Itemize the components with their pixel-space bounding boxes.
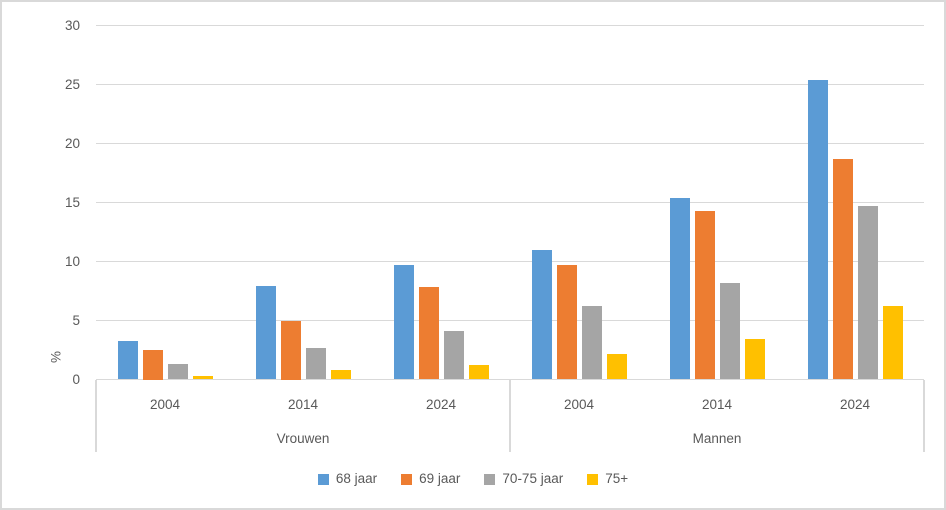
bar-68-jaar-vrouwen-2024 (393, 265, 414, 380)
bar-70-75-jaar-mannen-2004 (581, 306, 602, 380)
bar-69-jaar-mannen-2024 (832, 158, 853, 380)
x-tick-label: 2004 (149, 397, 181, 412)
y-tick-label: 20 (64, 135, 80, 151)
y-tick-label: 30 (64, 17, 80, 33)
group-label-vrouwen: Vrouwen (276, 431, 330, 446)
y-axis-label: % (48, 350, 64, 364)
bar-69-jaar-vrouwen-2014 (280, 320, 301, 380)
bar-69-jaar-vrouwen-2004 (142, 350, 163, 380)
gridline (96, 142, 924, 145)
y-tick-label: 10 (64, 253, 80, 269)
bar-75-vrouwen-2004 (192, 375, 213, 380)
bar-68-jaar-vrouwen-2014 (255, 286, 276, 380)
bar-75-vrouwen-2014 (330, 370, 351, 380)
x-tick-label: 2004 (563, 397, 595, 412)
bar-68-jaar-mannen-2004 (531, 249, 552, 380)
legend-item-70-75-jaar: 70-75 jaar (484, 471, 563, 487)
legend-item-69-jaar: 69 jaar (401, 471, 460, 487)
legend-item-75: 75+ (587, 471, 628, 487)
bar-75-mannen-2004 (606, 353, 627, 380)
x-tick-label: 2024 (425, 397, 457, 412)
legend: 68 jaar 69 jaar 70-75 jaar 75+ (2, 471, 944, 487)
y-tick-label: 5 (72, 312, 80, 328)
bar-70-75-jaar-mannen-2014 (719, 282, 740, 380)
category-divider (95, 380, 97, 452)
bar-69-jaar-vrouwen-2024 (418, 287, 439, 380)
x-tick-label: 2014 (287, 397, 319, 412)
y-tick-label: 0 (72, 371, 80, 387)
y-tick-label: 25 (64, 76, 80, 92)
legend-swatch-69-jaar (401, 473, 413, 485)
bar-69-jaar-mannen-2004 (556, 265, 577, 380)
x-axis-line (96, 378, 924, 381)
bar-68-jaar-vrouwen-2004 (117, 340, 138, 380)
bar-69-jaar-mannen-2014 (694, 210, 715, 380)
gridline (96, 319, 924, 322)
legend-swatch-75 (587, 473, 599, 485)
bar-70-75-jaar-vrouwen-2004 (167, 364, 188, 380)
gridline (96, 83, 924, 86)
category-divider (509, 380, 511, 452)
category-divider (923, 380, 925, 452)
bar-70-75-jaar-vrouwen-2014 (305, 347, 326, 380)
legend-swatch-68-jaar (317, 473, 329, 485)
legend-label: 69 jaar (419, 471, 461, 486)
legend-label: 70-75 jaar (502, 471, 564, 486)
gridline (96, 260, 924, 263)
bar-70-75-jaar-vrouwen-2024 (443, 331, 464, 380)
gridline (96, 201, 924, 204)
y-tick-label: 15 (64, 194, 80, 210)
bar-68-jaar-mannen-2014 (669, 197, 690, 380)
legend-label: 75+ (605, 471, 629, 486)
bar-70-75-jaar-mannen-2024 (857, 206, 878, 380)
legend-label: 68 jaar (335, 471, 378, 486)
bar-75-mannen-2014 (744, 339, 765, 380)
bar-75-mannen-2024 (882, 306, 903, 380)
bar-68-jaar-mannen-2024 (807, 79, 828, 380)
gridline (96, 24, 924, 27)
legend-swatch-70-75-jaar (484, 473, 496, 485)
legend-item-68-jaar: 68 jaar (317, 471, 378, 487)
x-tick-label: 2024 (839, 397, 871, 412)
bar-75-vrouwen-2024 (468, 365, 489, 380)
group-label-mannen: Mannen (692, 431, 742, 446)
x-tick-label: 2014 (701, 397, 733, 412)
